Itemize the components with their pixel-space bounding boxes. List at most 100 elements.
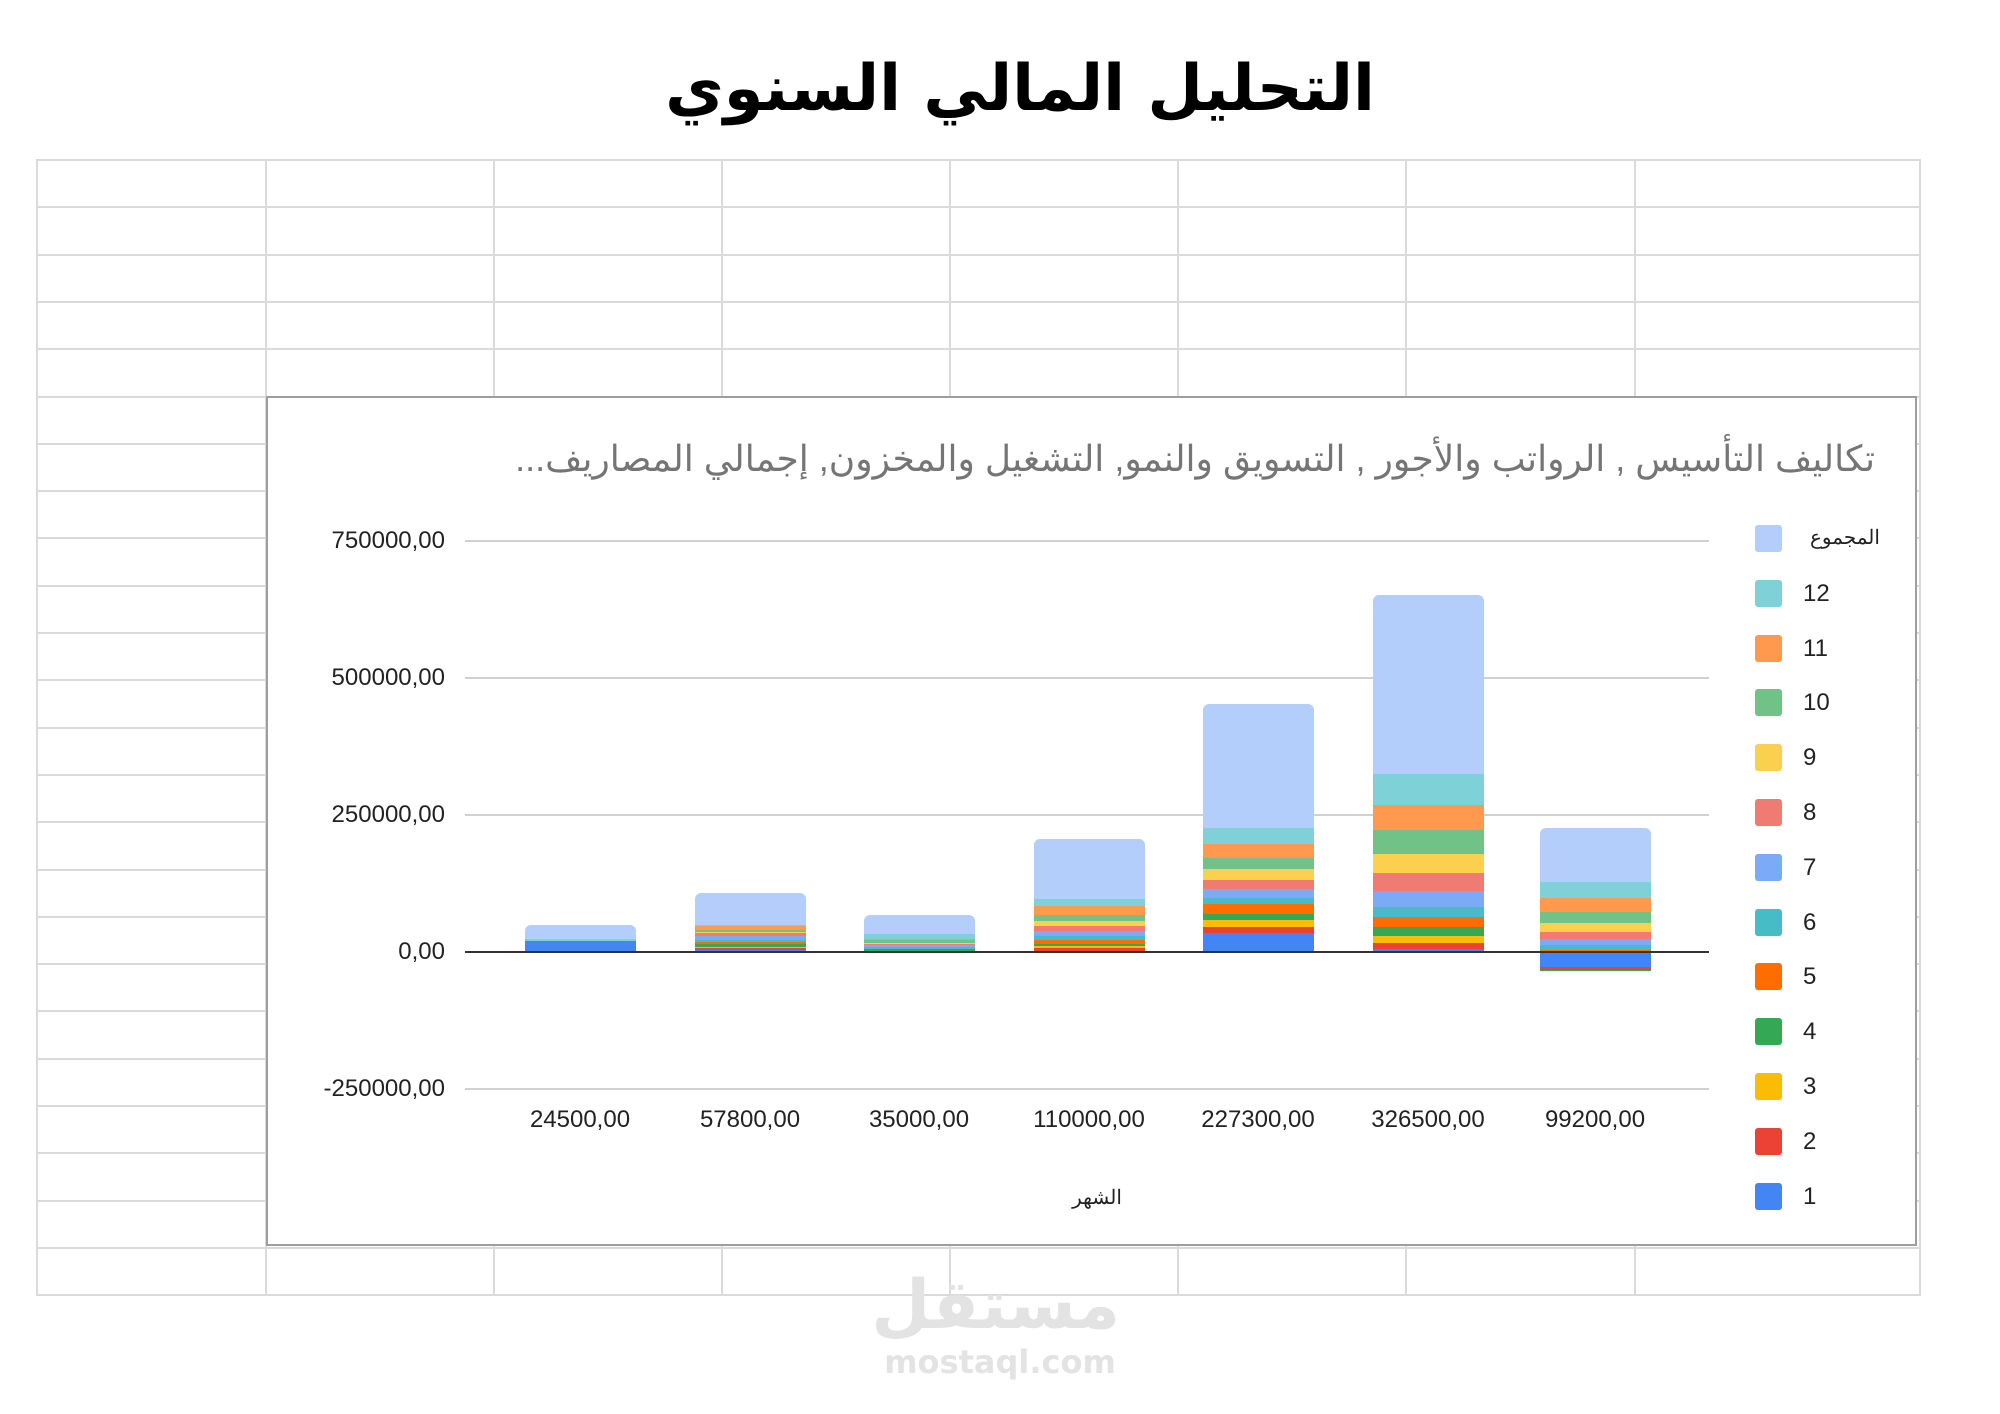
bar-segment-series-11[interactable]: [1540, 898, 1651, 912]
bar-segment-series-9[interactable]: [695, 931, 806, 934]
bar-segment-series-11[interactable]: [864, 939, 975, 941]
bar-segment-series-2[interactable]: [695, 948, 806, 951]
bar-segment-series-2[interactable]: [1203, 926, 1314, 934]
bar-stack[interactable]: [864, 398, 975, 1244]
bar-segment-series-4[interactable]: [864, 948, 975, 951]
bar-segment-series-6[interactable]: [1034, 935, 1145, 940]
bar-segment-series-4[interactable]: [1203, 913, 1314, 921]
legend-item[interactable]: 10: [1755, 689, 1915, 717]
bar-segment-series-7[interactable]: [1203, 888, 1314, 898]
legend-item[interactable]: 5: [1755, 963, 1915, 991]
bar-segment-series-11[interactable]: [1034, 905, 1145, 915]
bar-stack[interactable]: [1203, 398, 1314, 1244]
legend-item[interactable]: 7: [1755, 853, 1915, 882]
bar-segment-series-12[interactable]: [1034, 898, 1145, 906]
bar-segment-series-10[interactable]: [1034, 914, 1145, 921]
bar-segment-series-4[interactable]: [1034, 944, 1145, 946]
bar-segment-series-8[interactable]: [1203, 880, 1314, 889]
bar-segment-series-2[interactable]: [1034, 947, 1145, 952]
legend-item[interactable]: 9: [1755, 744, 1915, 772]
bar-segment-series-6[interactable]: [1373, 906, 1484, 918]
bar-segment-series-9[interactable]: [1540, 922, 1651, 933]
bar-segment-series-9[interactable]: [1373, 854, 1484, 873]
bar-segment-series-3[interactable]: [1203, 920, 1314, 927]
bar-segment-series-1[interactable]: [525, 941, 636, 952]
bar-segment-series-2[interactable]: [1373, 942, 1484, 950]
bar-stack[interactable]: [695, 398, 806, 1244]
bar-segment-series-12[interactable]: [864, 934, 975, 940]
bar-segment-series-12[interactable]: [1373, 773, 1484, 806]
bar-stack[interactable]: [525, 398, 636, 1244]
bar-segment-series-4[interactable]: [695, 944, 806, 947]
legend-swatch: [1755, 689, 1782, 717]
bar-segment-series-7[interactable]: [1034, 930, 1145, 936]
bar-segment-series-المجموع[interactable]: [695, 893, 806, 926]
bar-segment-series-6[interactable]: [695, 939, 806, 942]
bar-segment-series-10[interactable]: [695, 930, 806, 932]
bar-segment-series-4[interactable]: [1540, 969, 1651, 972]
bar-segment-series-6[interactable]: [1540, 945, 1651, 950]
bar-segment-series-7[interactable]: [695, 935, 806, 940]
legend-item[interactable]: 8: [1755, 799, 1915, 827]
legend-label: 11: [1803, 634, 1828, 662]
bar-segment-series-8[interactable]: [695, 933, 806, 936]
bar-segment-series-10[interactable]: [1540, 911, 1651, 923]
bar-segment-series-11[interactable]: [695, 926, 806, 931]
bar-segment-series-المجموع[interactable]: [1540, 828, 1651, 883]
legend-item[interactable]: 12: [1755, 579, 1915, 608]
bar-segment-series-1[interactable]: [1540, 952, 1651, 968]
bar-segment-series-10[interactable]: [864, 940, 975, 943]
bar-segment-series-9[interactable]: [1034, 920, 1145, 926]
bar-segment-series-10[interactable]: [1373, 829, 1484, 855]
bar-segment-series-12[interactable]: [695, 925, 806, 927]
bar-segment-series-6[interactable]: [1203, 897, 1314, 905]
bar-segment-series-2[interactable]: [1540, 967, 1651, 970]
bar-segment-series-5[interactable]: [695, 941, 806, 945]
bar-segment-series-5[interactable]: [1373, 917, 1484, 927]
bar-segment-series-7[interactable]: [864, 944, 975, 948]
legend-item[interactable]: المجموع: [1755, 525, 1915, 553]
bar-segment-series-8[interactable]: [1540, 932, 1651, 939]
bar-segment-series-7[interactable]: [1373, 890, 1484, 907]
bar-segment-series-11[interactable]: [1373, 805, 1484, 830]
legend-swatch: [1755, 1182, 1782, 1210]
legend-item[interactable]: 1: [1755, 1182, 1915, 1211]
bar-segment-series-12[interactable]: [1203, 828, 1314, 845]
bar-segment-series-10[interactable]: [1203, 857, 1314, 869]
bar-segment-series-3[interactable]: [1373, 935, 1484, 943]
legend-item[interactable]: 6: [1755, 908, 1915, 937]
bar-stack[interactable]: [1373, 398, 1484, 1244]
chart-container[interactable]: تكاليف التأسيس , الرواتب والأجور , التسو…: [266, 396, 1917, 1246]
bar-stack[interactable]: [1540, 398, 1651, 1244]
bar-segment-series-8[interactable]: [864, 944, 975, 946]
bar-segment-series-3[interactable]: [1034, 945, 1145, 948]
legend-item[interactable]: 11: [1755, 634, 1915, 663]
bar-segment-series-1[interactable]: [1373, 949, 1484, 952]
bar-segment-series-1[interactable]: [1203, 933, 1314, 952]
bar-segment-series-المجموع[interactable]: [864, 915, 975, 935]
bar-segment-series-5[interactable]: [1540, 949, 1651, 952]
legend-item[interactable]: 4: [1755, 1018, 1915, 1046]
bar-segment-series-12[interactable]: [525, 938, 636, 942]
bar-segment-series-المجموع[interactable]: [525, 925, 636, 939]
bar-segment-series-5[interactable]: [1034, 939, 1145, 945]
bar-segment-series-5[interactable]: [1203, 904, 1314, 914]
legend-item[interactable]: 2: [1755, 1127, 1915, 1156]
bar-segment-series-المجموع[interactable]: [1034, 838, 1145, 899]
bar-segment-series-4[interactable]: [1373, 926, 1484, 936]
bar-segment-series-9[interactable]: [864, 942, 975, 945]
legend-label: 1: [1803, 1182, 1817, 1210]
bar-segment-series-7[interactable]: [1540, 938, 1651, 946]
bar-segment-series-9[interactable]: [1203, 868, 1314, 881]
bar-segment-series-8[interactable]: [1373, 872, 1484, 891]
bar-segment-series-12[interactable]: [1540, 882, 1651, 899]
bar-segment-series-المجموع[interactable]: [1373, 594, 1484, 774]
legend-item[interactable]: 3: [1755, 1073, 1915, 1101]
bar-segment-series-11[interactable]: [1203, 844, 1314, 858]
x-tick-label: 57800,00: [699, 1106, 801, 1133]
bar-segment-series-8[interactable]: [1034, 925, 1145, 931]
bar-stack[interactable]: [1034, 398, 1145, 1244]
bar-segment-series-3[interactable]: [695, 946, 806, 949]
bar-segment-series-6[interactable]: [864, 947, 975, 949]
bar-segment-series-المجموع[interactable]: [1203, 703, 1314, 829]
